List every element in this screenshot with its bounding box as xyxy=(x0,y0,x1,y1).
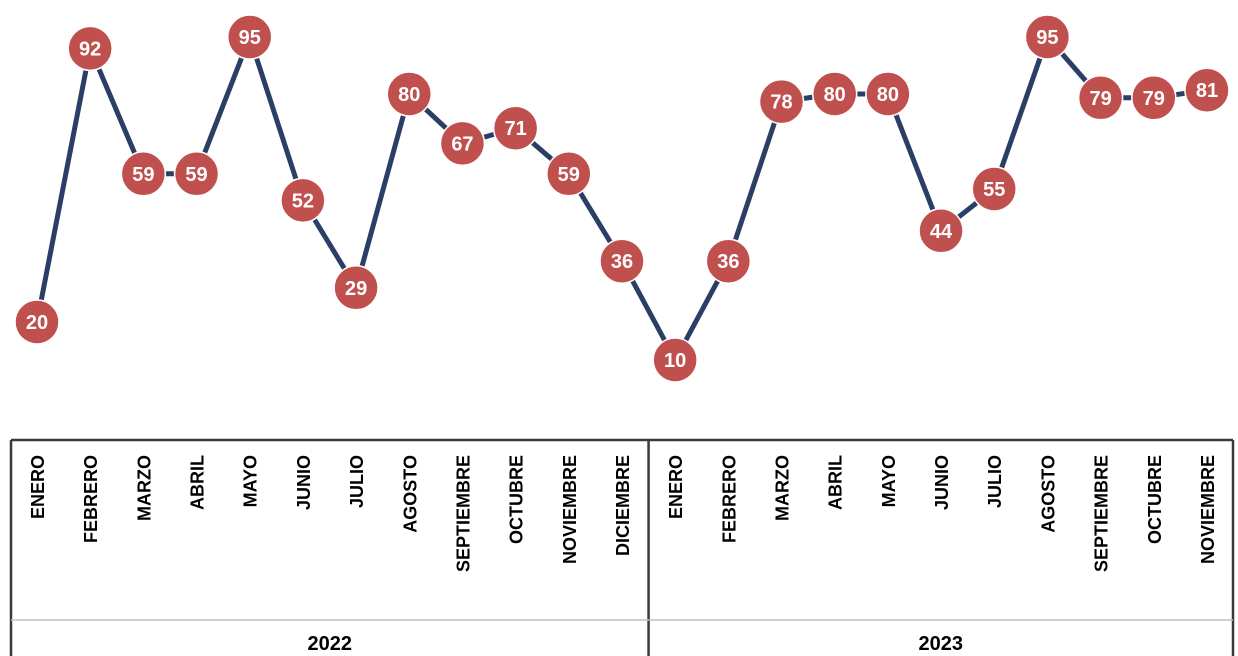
data-label: 80 xyxy=(398,84,420,106)
data-label: 81 xyxy=(1196,80,1218,102)
data-point-marker xyxy=(1024,14,1071,60)
month-tick-label: SEPTIEMBRE xyxy=(453,455,473,572)
data-label: 95 xyxy=(239,27,261,49)
data-label: 80 xyxy=(877,84,899,106)
data-point-marker xyxy=(811,71,858,117)
month-tick-label: AGOSTO xyxy=(1038,455,1058,533)
data-point-marker xyxy=(599,238,645,284)
month-tick-label: DICIEMBRE xyxy=(613,455,633,556)
data-point-marker xyxy=(280,177,326,224)
data-label: 67 xyxy=(451,133,473,155)
data-label: 20 xyxy=(26,312,48,334)
month-tick-label: SEPTIEMBRE xyxy=(1092,455,1112,572)
data-label: 92 xyxy=(79,38,101,60)
data-point-marker xyxy=(120,151,167,197)
month-tick-label: MAYO xyxy=(241,455,261,507)
year-label-2023: 2023 xyxy=(919,633,964,655)
data-point-marker xyxy=(918,208,964,254)
data-label: 95 xyxy=(1036,27,1058,49)
data-label: 10 xyxy=(664,350,686,372)
month-tick-label: FEBRERO xyxy=(719,455,739,543)
data-point-marker xyxy=(67,25,113,72)
data-point-marker xyxy=(546,151,592,197)
month-tick-label: OCTUBRE xyxy=(1145,455,1165,544)
data-point-marker xyxy=(1131,75,1177,121)
month-tick-label: FEBRERO xyxy=(81,455,101,543)
data-label: 59 xyxy=(132,164,154,186)
month-tick-label: JUNIO xyxy=(294,455,314,510)
data-label: 80 xyxy=(824,84,846,106)
data-label: 52 xyxy=(292,190,314,212)
data-label: 59 xyxy=(185,164,207,186)
data-label: 79 xyxy=(1143,88,1165,110)
month-tick-label: JUNIO xyxy=(932,455,952,510)
data-point-marker xyxy=(758,78,805,125)
month-tick-label: AGOSTO xyxy=(400,455,420,533)
data-point-marker xyxy=(652,337,698,383)
month-tick-label: OCTUBRE xyxy=(507,455,527,544)
month-tick-label: NOVIEMBRE xyxy=(560,455,580,564)
data-point-marker xyxy=(386,71,433,117)
data-label: 55 xyxy=(983,179,1005,201)
data-label: 71 xyxy=(504,118,526,140)
month-tick-label: JULIO xyxy=(347,455,367,508)
data-label: 79 xyxy=(1089,88,1111,110)
data-point-marker xyxy=(333,265,379,311)
series-line xyxy=(34,34,1210,363)
month-tick-label: ABRIL xyxy=(188,455,208,510)
data-label: 36 xyxy=(717,251,739,273)
data-label: 36 xyxy=(611,251,633,273)
data-point-marker xyxy=(173,151,220,197)
data-point-marker xyxy=(1077,75,1124,121)
data-point-marker xyxy=(226,14,273,60)
month-tick-label: MARZO xyxy=(773,455,793,521)
data-point-marker xyxy=(705,238,752,284)
data-label: 44 xyxy=(930,221,953,243)
month-tick-label: NOVIEMBRE xyxy=(1198,455,1218,564)
data-point-marker xyxy=(971,166,1017,212)
month-tick-label: MARZO xyxy=(134,455,154,521)
data-label: 29 xyxy=(345,278,367,300)
data-point-marker xyxy=(14,299,60,345)
data-point-marker xyxy=(439,120,486,167)
month-tick-label: MAYO xyxy=(879,455,899,507)
month-tick-label: ENERO xyxy=(666,455,686,519)
data-point-marker xyxy=(865,71,911,117)
month-tick-label: ENERO xyxy=(28,455,48,519)
month-tick-label: ABRIL xyxy=(826,455,846,510)
month-tick-label: JULIO xyxy=(985,455,1005,508)
data-point-marker xyxy=(492,105,539,151)
data-point-marker xyxy=(1184,67,1230,113)
data-label: 59 xyxy=(558,164,580,186)
data-label: 78 xyxy=(770,92,792,114)
year-label-2022: 2022 xyxy=(308,633,353,655)
